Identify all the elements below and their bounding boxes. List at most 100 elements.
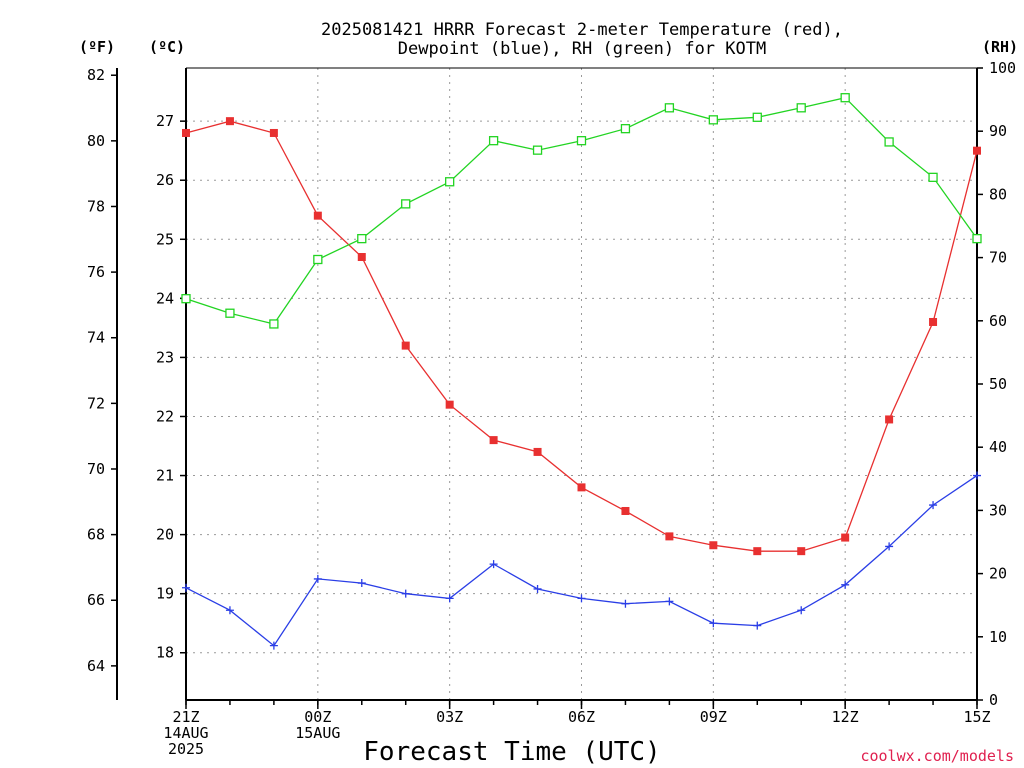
- rh-marker: [664, 103, 675, 113]
- rh-marker: [620, 124, 631, 134]
- x-tick-label: 14AUG: [163, 724, 208, 742]
- celsius-unit-label: (ºC): [149, 38, 185, 56]
- dewpoint-marker: [885, 542, 894, 551]
- rh-tick-label: 100: [989, 59, 1016, 77]
- fahrenheit-tick-label: 78: [87, 197, 105, 215]
- fahrenheit-tick-label: 72: [87, 394, 105, 412]
- rh-tick-label: 60: [989, 312, 1007, 330]
- rh-tick-label: 40: [989, 438, 1007, 456]
- rh-tick-label: 70: [989, 249, 1007, 267]
- celsius-tick-label: 26: [156, 171, 174, 189]
- fahrenheit-tick-label: 64: [87, 657, 105, 675]
- x-tick-label: 15AUG: [295, 724, 340, 742]
- dewpoint-marker: [577, 594, 586, 603]
- dewpoint-marker: [973, 471, 981, 480]
- rh-tick-label: 50: [989, 375, 1007, 393]
- rh-marker: [840, 93, 850, 103]
- x-tick-label: 09Z: [700, 708, 727, 726]
- x-axis-label: Forecast Time (UTC): [363, 737, 660, 767]
- x-tick-label: 06Z: [568, 708, 595, 726]
- fahrenheit-tick-label: 80: [87, 132, 105, 150]
- axes: 18 19 20 21 22 23 24 25 26 27 64 66 68 70 72 74 76 78 80 82…: [87, 59, 1016, 758]
- celsius-tick-label: 23: [156, 348, 174, 366]
- celsius-tick-label: 27: [156, 112, 174, 130]
- celsius-tick-label: 19: [156, 585, 174, 603]
- x-tick-label: 00Z: [304, 708, 331, 726]
- celsius-tick-label: 20: [156, 526, 174, 544]
- dewpoint-marker: [753, 621, 762, 630]
- temperature-marker: [885, 415, 894, 424]
- temperature-marker: [797, 547, 806, 556]
- temperature-marker: [533, 447, 542, 456]
- rh-tick-label: 90: [989, 122, 1007, 140]
- celsius-tick-label: 24: [156, 289, 174, 307]
- rh-marker: [752, 112, 762, 122]
- x-tick-label: 21Z: [172, 708, 199, 726]
- rh-tick-label: 30: [989, 501, 1007, 519]
- dewpoint-marker: [929, 501, 938, 510]
- celsius-tick-label: 18: [156, 644, 174, 662]
- rh-tick-label: 80: [989, 185, 1007, 203]
- rh-marker: [576, 136, 587, 146]
- dewpoint-marker: [182, 583, 190, 592]
- dewpoint-marker: [401, 589, 410, 598]
- rh-unit-label: (RH): [982, 38, 1018, 56]
- series-layer: [181, 93, 982, 650]
- x-tick-label: 15Z: [963, 708, 990, 726]
- grid-lines: [186, 68, 977, 700]
- rh-marker: [708, 115, 718, 125]
- rh-marker: [269, 319, 279, 329]
- rh-marker: [445, 177, 455, 187]
- rh-marker: [357, 233, 367, 244]
- temperature-marker: [621, 506, 630, 515]
- fahrenheit-tick-label: 66: [87, 591, 105, 609]
- fahrenheit-unit-label: (ºF): [79, 38, 115, 56]
- chart-title-line1: 2025081421 HRRR Forecast 2-meter Tempera…: [321, 20, 843, 40]
- dewpoint-marker: [489, 560, 498, 569]
- rh-tick-label: 20: [989, 565, 1007, 583]
- x-tick-label: 12Z: [832, 708, 859, 726]
- rh-marker: [884, 137, 894, 147]
- temperature-marker: [665, 532, 674, 541]
- fahrenheit-tick-label: 68: [87, 526, 105, 544]
- credit-link[interactable]: coolwx.com/models: [860, 747, 1014, 765]
- temperature-marker: [489, 436, 498, 445]
- rh-marker: [225, 308, 235, 318]
- rh-tick-label: 10: [989, 628, 1007, 646]
- dewpoint-marker: [709, 619, 718, 628]
- temperature-marker: [973, 146, 981, 155]
- temperature-marker: [577, 483, 586, 492]
- rh-marker: [928, 172, 938, 182]
- temperature-marker: [753, 547, 762, 556]
- rh-marker: [488, 136, 499, 146]
- dewpoint-marker: [313, 574, 322, 583]
- fahrenheit-tick-label: 70: [87, 460, 105, 478]
- dewpoint-marker: [841, 580, 850, 589]
- x-tick-label: 2025: [168, 740, 204, 758]
- fahrenheit-tick-label: 82: [87, 66, 105, 84]
- dewpoint-marker: [665, 597, 674, 606]
- celsius-tick-label: 25: [156, 230, 174, 248]
- fahrenheit-tick-label: 74: [87, 329, 105, 347]
- temperature-marker: [709, 541, 718, 550]
- temperature-marker: [357, 253, 366, 262]
- temperature-marker: [269, 128, 278, 137]
- rh-marker: [181, 294, 191, 304]
- temperature-marker: [225, 117, 234, 126]
- celsius-tick-label: 22: [156, 407, 174, 425]
- dewpoint-marker: [797, 606, 806, 615]
- temperature-marker: [313, 211, 322, 220]
- rh-marker: [796, 103, 806, 113]
- rh-marker: [313, 254, 323, 265]
- rh-tick-label: 0: [989, 691, 998, 709]
- temperature-marker: [401, 341, 410, 350]
- celsius-tick-label: 21: [156, 467, 174, 485]
- fahrenheit-tick-label: 76: [87, 263, 105, 281]
- dewpoint-marker: [445, 594, 454, 603]
- dewpoint-marker: [621, 599, 630, 608]
- temperature-marker: [929, 317, 938, 326]
- dewpoint-marker: [225, 606, 234, 615]
- dewpoint-marker: [533, 584, 542, 593]
- dewpoint-marker: [269, 641, 278, 650]
